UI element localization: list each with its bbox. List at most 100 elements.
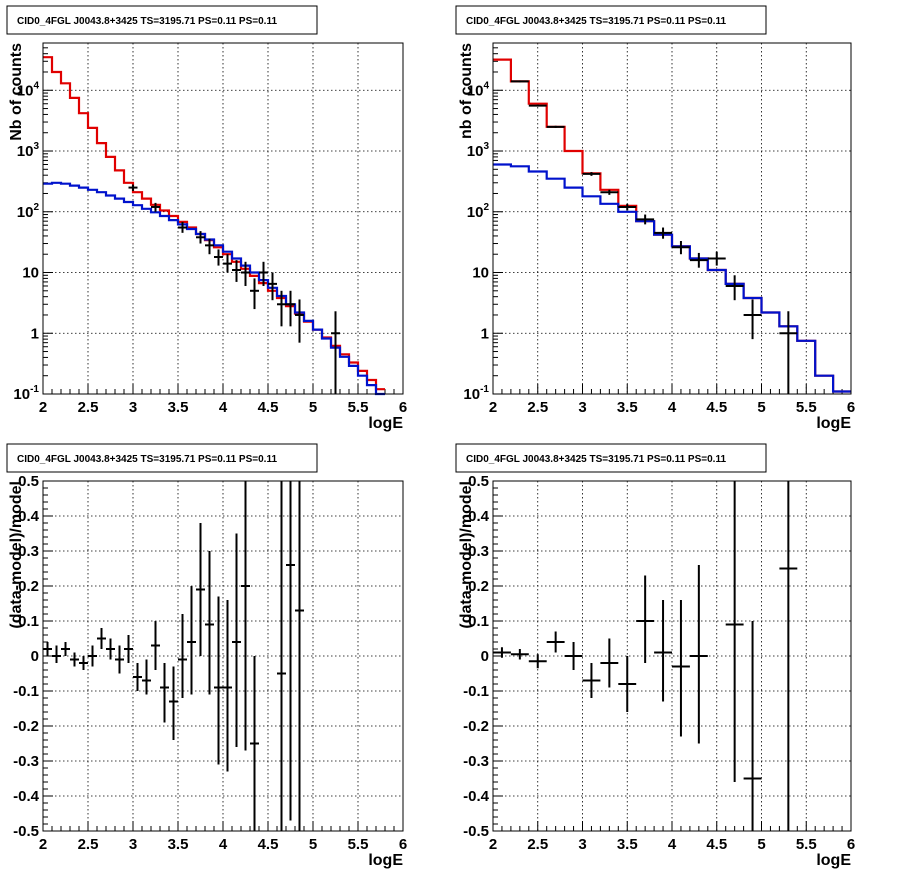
data-point [546,125,565,128]
y-tick-label: 0.5 [468,473,489,490]
data-point [196,523,205,656]
y-tick-label: -0.2 [13,718,39,735]
y-tick-label: -0.5 [13,823,39,840]
data-point [636,575,655,663]
x-tick-label: 6 [399,399,407,416]
data-point [106,638,115,660]
x-tick-label: 4.5 [706,399,727,416]
data-point [223,600,232,772]
y-tick-label: -0.5 [463,823,489,840]
data-point [672,241,690,255]
data-point [151,621,160,670]
residual-right-panel: 2 2.5 3 3.5 4 4.5 5 5.5 6 -0.5 -0.4 -0.3 -0.2 -0.1 0 0.… [455,443,855,869]
data-point [277,290,286,327]
title-box [455,443,767,473]
y-tick-label: 10 [472,265,489,282]
plot-frame [492,42,852,395]
y-axis-label: nb of counts [458,43,475,139]
x-tick-label: 4 [668,836,677,853]
data-point [672,600,690,737]
data-point [546,631,565,653]
data-point [88,645,97,667]
data-point [689,565,708,744]
plot-frame [42,42,404,395]
y-axis-label: (data-model)/model [458,481,475,629]
y-tick-label: 10-1 [463,384,489,403]
x-tick-label: 3.5 [168,399,189,416]
x-tick-label: 4.5 [258,399,279,416]
data-point [115,645,124,674]
x-tick-label: 3 [578,836,586,853]
data-point [689,252,708,268]
data-point [707,251,726,266]
title-box [6,443,318,473]
y-tick-label: 103 [467,141,490,160]
residual-left-panel: 2 2.5 3 3.5 4 4.5 5 5.5 6 -0.5 -0.4 -0.3 -0.2 -0.1 0 0.… [6,443,407,869]
x-tick-label: 4 [219,836,228,853]
data-point [70,652,79,667]
data-point [493,647,511,658]
y-tick-label: 0.3 [468,543,489,560]
counts-left-panel: 2 2.5 3 3.5 4 4.5 5 5.5 6 10-1 1 10 102 103 104 logE Nb … [6,5,407,432]
data-point [618,203,637,211]
data-point [564,642,583,670]
x-tick-label: 5 [309,399,317,416]
data-point [97,628,106,649]
data-point [214,596,223,765]
data-point [128,184,138,191]
y-tick-label: -0.2 [463,718,489,735]
y-tick-label: 102 [17,202,40,221]
x-tick-label: 3 [129,836,137,853]
y-tick-label: -0.1 [463,683,489,700]
chart-title: CID0_4FGL J0043.8+3425 TS=3195.71 PS=0.1… [466,454,726,465]
data-point [654,600,672,702]
data-point [654,227,672,239]
y-tick-label: 0.3 [18,543,39,560]
y-tick-label: 102 [467,202,490,221]
data-point [142,659,151,695]
chart-title: CID0_4FGL J0043.8+3425 TS=3195.71 PS=0.1… [17,16,277,27]
data-point [582,663,601,698]
data-point [295,481,304,831]
data-point [169,666,178,740]
y-tick-label: -0.3 [463,753,489,770]
data-point [636,214,655,225]
y-tick-label: 0.2 [18,578,39,595]
data-point [232,260,241,282]
x-tick-label: 3.5 [168,836,189,853]
y-tick-label: 0 [481,648,489,665]
chart-title: CID0_4FGL J0043.8+3425 TS=3195.71 PS=0.1… [17,454,277,465]
y-tick-label: -0.4 [13,788,40,805]
x-tick-label: 6 [399,836,407,853]
x-tick-label: 2.5 [527,836,548,853]
data-point [205,551,214,695]
x-axis-label: logE [368,852,403,869]
y-tick-label: 1 [481,325,489,342]
y-tick-label: 104 [467,80,490,99]
data-point [187,586,196,695]
data-point [43,642,52,656]
x-tick-label: 4 [219,399,228,416]
data-point [250,656,259,831]
y-tick-label: 10-1 [13,384,39,403]
data-point [178,221,187,233]
data-point [133,663,142,691]
data-point [205,238,214,255]
x-tick-label: 5 [757,399,765,416]
title-box [6,5,318,35]
y-axis-label: (data-model)/model [8,481,25,629]
series-component-line [493,163,851,393]
data-point [61,642,70,656]
y-tick-label: 0.1 [18,613,39,630]
x-axis-label: logE [816,415,851,432]
y-tick-label: 1 [31,325,39,342]
x-tick-label: 2 [39,836,47,853]
x-tick-label: 5 [757,836,765,853]
y-tick-label: -0.3 [13,753,39,770]
x-tick-label: 6 [847,399,855,416]
data-point [268,272,277,301]
x-tick-label: 5.5 [796,399,817,416]
y-tick-label: 0.2 [468,578,489,595]
data-point [178,614,187,698]
series-component-line [43,181,385,396]
